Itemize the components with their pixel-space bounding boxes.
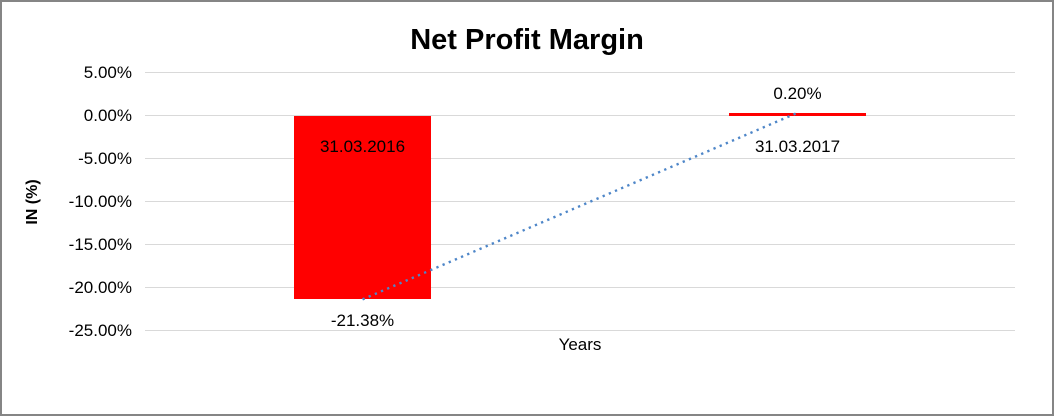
gridline--20.00% bbox=[145, 287, 1015, 288]
gridline--5.00% bbox=[145, 158, 1015, 159]
category-label: 31.03.2017 bbox=[754, 136, 841, 156]
x-axis-title: Years bbox=[558, 335, 602, 354]
y-tick-label: -5.00% bbox=[78, 148, 132, 168]
gridline-0.00% bbox=[145, 115, 1015, 116]
gridline--10.00% bbox=[145, 201, 1015, 202]
y-tick-label: -10.00% bbox=[68, 191, 132, 211]
gridline--15.00% bbox=[145, 244, 1015, 245]
y-axis-title: IN (%) bbox=[24, 179, 41, 225]
gridline--25.00% bbox=[145, 330, 1015, 331]
value-label: -21.38% bbox=[330, 311, 395, 331]
chart-title: Net Profit Margin bbox=[410, 24, 644, 56]
y-tick-label: 5.00% bbox=[83, 62, 132, 82]
value-label: 0.20% bbox=[773, 83, 822, 103]
gridline-5.00% bbox=[145, 72, 1015, 73]
y-tick-label: -20.00% bbox=[68, 277, 132, 297]
bar-31.03.2017 bbox=[729, 112, 866, 116]
category-label: 31.03.2016 bbox=[319, 136, 406, 156]
y-tick-label: -25.00% bbox=[68, 320, 132, 340]
y-tick-label: 0.00% bbox=[83, 105, 132, 125]
y-tick-label: -15.00% bbox=[68, 234, 132, 254]
